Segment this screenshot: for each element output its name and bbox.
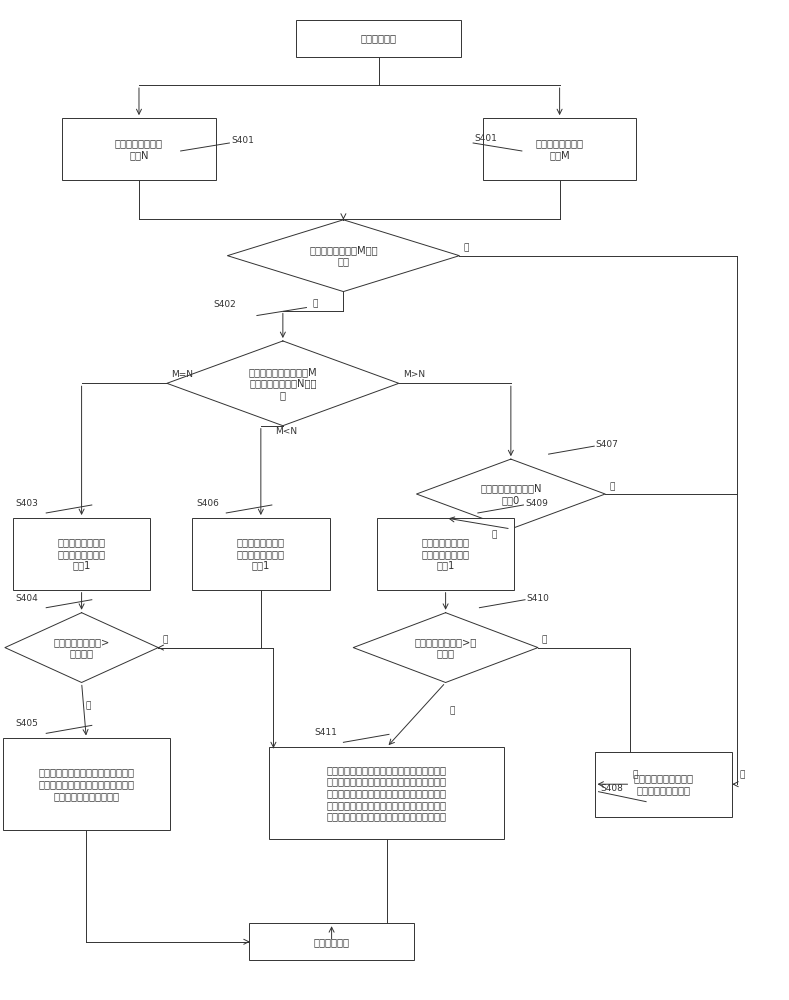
Text: 未匹配的车位个数M是否
为零: 未匹配的车位个数M是否 为零 xyxy=(309,245,378,266)
Text: 是: 是 xyxy=(739,770,745,779)
Text: S401: S401 xyxy=(231,136,254,145)
Text: 按照车位信息和车辆信息进行车辆与
车位的匹配；并对车位匹配标志位和
车辆匹配标志位进行置位: 按照车位信息和车辆信息进行车辆与 车位的匹配；并对车位匹配标志位和 车辆匹配标志… xyxy=(39,768,134,801)
Text: 是: 是 xyxy=(609,482,615,491)
Polygon shape xyxy=(167,341,398,426)
Polygon shape xyxy=(417,459,605,529)
Text: 将未匹配的车位信息的
手动置位标志位置位: 将未匹配的车位信息的 手动置位标志位置位 xyxy=(634,773,694,795)
Text: 比较未匹配的车位个数M
与未匹配车辆个数N的大
小: 比较未匹配的车位个数M 与未匹配车辆个数N的大 小 xyxy=(249,367,317,400)
Text: 是: 是 xyxy=(463,244,469,253)
FancyBboxPatch shape xyxy=(13,518,151,590)
Polygon shape xyxy=(5,613,159,682)
Text: 所有车辆匹配次数>
预设阈值: 所有车辆匹配次数> 预设阈值 xyxy=(54,637,110,658)
Text: 将检测区域内所有
车辆信息的匹配次
数加1: 将检测区域内所有 车辆信息的匹配次 数加1 xyxy=(58,537,106,570)
FancyBboxPatch shape xyxy=(595,752,732,817)
Text: 开始本次匹配: 开始本次匹配 xyxy=(361,33,397,43)
Text: 否: 否 xyxy=(542,636,548,645)
Text: 所有车辆匹配次数>预
设阈值: 所有车辆匹配次数>预 设阈值 xyxy=(414,637,477,658)
Text: 否: 否 xyxy=(163,636,167,645)
Text: 是: 是 xyxy=(85,701,91,710)
Text: M=N: M=N xyxy=(171,370,193,379)
Text: S411: S411 xyxy=(314,728,337,737)
Text: 是: 是 xyxy=(450,706,455,715)
FancyBboxPatch shape xyxy=(62,118,215,180)
Text: S404: S404 xyxy=(16,594,39,603)
Text: M>N: M>N xyxy=(402,370,425,379)
Text: 结束本次匹配: 结束本次匹配 xyxy=(313,937,350,947)
Text: 否: 否 xyxy=(312,300,318,309)
Text: 否: 否 xyxy=(492,530,496,539)
FancyBboxPatch shape xyxy=(249,923,414,960)
FancyBboxPatch shape xyxy=(296,20,462,57)
Text: S408: S408 xyxy=(600,784,623,793)
FancyBboxPatch shape xyxy=(377,518,514,590)
Text: S402: S402 xyxy=(214,300,237,309)
Text: S403: S403 xyxy=(16,499,39,508)
Text: S409: S409 xyxy=(525,499,548,508)
Text: S407: S407 xyxy=(596,440,619,449)
Text: S410: S410 xyxy=(526,594,549,603)
Text: 确定未匹配的车辆
个数N: 确定未匹配的车辆 个数N xyxy=(115,138,163,160)
FancyBboxPatch shape xyxy=(192,518,330,590)
Polygon shape xyxy=(227,220,459,292)
Text: 按照车位信息和车辆信息进行车辆与车位的匹
配：对于匹配成功的车位和车辆，进行相应的
车位匹配标志位和车辆匹配标志位的置位；对
于已入位的未安装车载单元的车辆，进: 按照车位信息和车辆信息进行车辆与车位的匹 配：对于匹配成功的车位和车辆，进行相应… xyxy=(327,765,447,821)
FancyBboxPatch shape xyxy=(270,747,504,839)
FancyBboxPatch shape xyxy=(2,738,170,830)
FancyBboxPatch shape xyxy=(483,118,636,180)
Text: S401: S401 xyxy=(474,134,497,143)
Text: 未匹配车辆信息个数N
等于0: 未匹配车辆信息个数N 等于0 xyxy=(481,483,541,505)
Polygon shape xyxy=(353,613,538,682)
Text: S405: S405 xyxy=(16,719,39,728)
Text: 将检测区域内所有
车辆信息的匹配次
数加1: 将检测区域内所有 车辆信息的匹配次 数加1 xyxy=(421,537,469,570)
Text: 否: 否 xyxy=(633,770,638,779)
Text: S406: S406 xyxy=(196,499,219,508)
Text: 将检测区域内所有
车辆信息的匹配次
数加1: 将检测区域内所有 车辆信息的匹配次 数加1 xyxy=(237,537,285,570)
Text: M<N: M<N xyxy=(275,427,297,436)
Text: 确定未匹配的车位
个数M: 确定未匹配的车位 个数M xyxy=(536,138,584,160)
